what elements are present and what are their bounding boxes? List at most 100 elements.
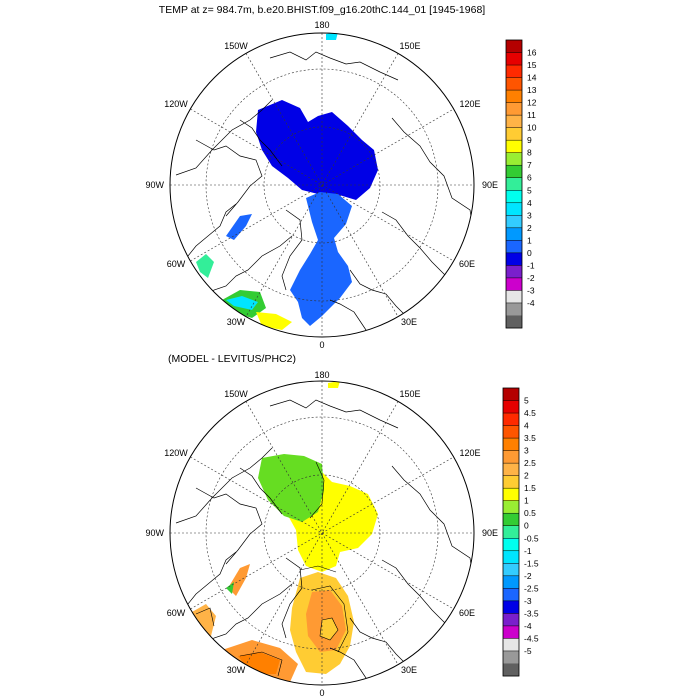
bottom-colorbar-label: 3 xyxy=(524,446,529,456)
bottom-colorbar-swatch xyxy=(503,438,519,451)
bottom-colorbar-label: -5 xyxy=(524,646,532,656)
top-colorbar-label: 5 xyxy=(527,185,532,195)
bottom-colorbar-swatch xyxy=(503,388,519,401)
top-colorbar-swatch xyxy=(506,240,522,254)
top-colorbar-swatch xyxy=(506,102,522,116)
temp-region-eurasian-basin xyxy=(290,192,352,326)
bottom-colorbar-label: 4 xyxy=(524,421,529,431)
bottom-colorbar-swatch xyxy=(503,663,519,677)
temp-region-canada-basin-blue xyxy=(256,100,378,200)
top-colorbar-swatch xyxy=(506,127,522,141)
bottom-colorbar-swatch xyxy=(503,513,519,527)
bottom-colorbar-label: 2 xyxy=(524,471,529,481)
top-colorbar-label: 16 xyxy=(527,48,537,58)
bottom-colorbar-swatch xyxy=(503,650,519,664)
top-lon-label-30w: 30W xyxy=(227,317,246,327)
temp-region-baffin-cyan xyxy=(196,254,214,278)
anom-region-eurasian-hotspot xyxy=(320,618,338,640)
top-colorbar-label: 11 xyxy=(527,110,536,120)
top-colorbar-label: 15 xyxy=(527,60,537,70)
bottom-lon-label-120e: 120E xyxy=(459,448,480,458)
bottom-colorbar-label: 0 xyxy=(524,521,529,531)
top-colorbar-swatch xyxy=(506,152,522,166)
top-colorbar-label: 8 xyxy=(527,148,532,158)
top-colorbar-swatch xyxy=(506,215,522,229)
bottom-colorbar-label: 2.5 xyxy=(524,458,536,468)
top-lon-label-60e: 60E xyxy=(459,259,475,269)
top-graticule xyxy=(170,33,474,337)
bottom-panel: (MODEL - LEVITUS/PHC2) xyxy=(145,353,538,698)
bottom-colorbar-label: -3 xyxy=(524,596,532,606)
top-colorbar-label: 10 xyxy=(527,123,537,133)
bottom-lon-label-180: 180 xyxy=(314,370,329,380)
top-colorbar-label: 13 xyxy=(527,85,537,95)
bottom-colorbar-label: 5 xyxy=(524,396,529,406)
top-lon-label-150e: 150E xyxy=(399,41,420,51)
anom-region-labrador-orange xyxy=(228,564,250,596)
bottom-lon-label-90e: 90E xyxy=(482,528,498,538)
top-colorbar-label: 6 xyxy=(527,173,532,183)
top-colorbar-label: 12 xyxy=(527,98,537,108)
top-colorbar-swatch xyxy=(506,77,522,91)
bottom-map: 180 0 150W 150E 120W 120E 90W 90E 60W 60… xyxy=(145,370,498,698)
top-lon-label-90e: 90E xyxy=(482,180,498,190)
bottom-colorbar-swatch xyxy=(503,488,519,501)
bottom-colorbar-swatch xyxy=(503,463,519,476)
bottom-graticule xyxy=(170,381,474,685)
bottom-colorbar-swatch xyxy=(503,450,519,464)
top-colorbar-label: 1 xyxy=(527,235,532,245)
bottom-colorbar-label: -0.5 xyxy=(524,533,539,543)
top-colorbar-label: -2 xyxy=(527,273,535,283)
top-lon-label-120w: 120W xyxy=(164,99,188,109)
top-colorbar-label: -4 xyxy=(527,298,535,308)
top-colorbar-frame xyxy=(505,39,523,329)
bottom-colorbar-swatch xyxy=(503,538,519,552)
bottom-colorbar-label: -2 xyxy=(524,571,532,581)
bottom-colorbar-frame xyxy=(502,387,520,677)
bottom-colorbar-swatch xyxy=(503,625,519,639)
top-lon-label-0: 0 xyxy=(319,340,324,350)
top-colorbar-swatch xyxy=(506,115,522,128)
top-colorbar-label: -3 xyxy=(527,285,535,295)
bottom-colorbar-swatch xyxy=(503,413,519,426)
top-lon-label-150w: 150W xyxy=(224,41,248,51)
top-colorbar-swatch xyxy=(506,90,522,103)
top-colorbar-label: 4 xyxy=(527,198,532,208)
bottom-colorbar-label: -2.5 xyxy=(524,583,539,593)
bottom-colorbar-label: -4.5 xyxy=(524,633,539,643)
top-colorbar-swatch xyxy=(506,140,522,153)
anom-region-bering-yellow xyxy=(328,381,340,388)
bottom-colorbar-swatch xyxy=(503,600,519,614)
bottom-lon-label-60e: 60E xyxy=(459,608,475,618)
top-colorbar-swatch xyxy=(506,40,522,53)
top-lon-label-60w: 60W xyxy=(167,259,186,269)
bottom-lon-label-0: 0 xyxy=(319,688,324,698)
top-title: TEMP at z= 984.7m, b.e20.BHIST.f09_g16.2… xyxy=(159,4,485,16)
top-lon-label-120e: 120E xyxy=(459,99,480,109)
bottom-colorbar-label: -4 xyxy=(524,621,532,631)
bottom-colorbar-label: -1.5 xyxy=(524,558,539,568)
top-lon-label-180: 180 xyxy=(314,20,329,30)
top-lon-label-30e: 30E xyxy=(401,317,417,327)
top-colorbar-swatch xyxy=(506,52,522,66)
bottom-coastlines xyxy=(175,399,474,685)
bottom-lon-label-90w: 90W xyxy=(145,528,164,538)
top-colorbar-label: 14 xyxy=(527,73,537,83)
bottom-lon-label-150w: 150W xyxy=(224,389,248,399)
anom-region-canada-basin-green xyxy=(258,454,324,522)
bottom-lon-label-30e: 30E xyxy=(401,665,417,675)
bottom-colorbar-swatch xyxy=(503,525,519,539)
top-colorbar-label: 7 xyxy=(527,160,532,170)
top-coastlines xyxy=(175,51,474,337)
bottom-colorbar-swatch xyxy=(503,563,519,577)
top-colorbar-swatch xyxy=(506,165,522,179)
anom-region-baffin-orange xyxy=(192,604,216,640)
top-colorbar-swatch xyxy=(506,265,522,279)
top-colorbar-swatch xyxy=(506,252,522,266)
bottom-colorbar-label: 1.5 xyxy=(524,483,536,493)
bottom-colorbar-label: -3.5 xyxy=(524,608,539,618)
bottom-colorbar-swatch xyxy=(503,638,519,652)
top-colorbar-label: 3 xyxy=(527,210,532,220)
